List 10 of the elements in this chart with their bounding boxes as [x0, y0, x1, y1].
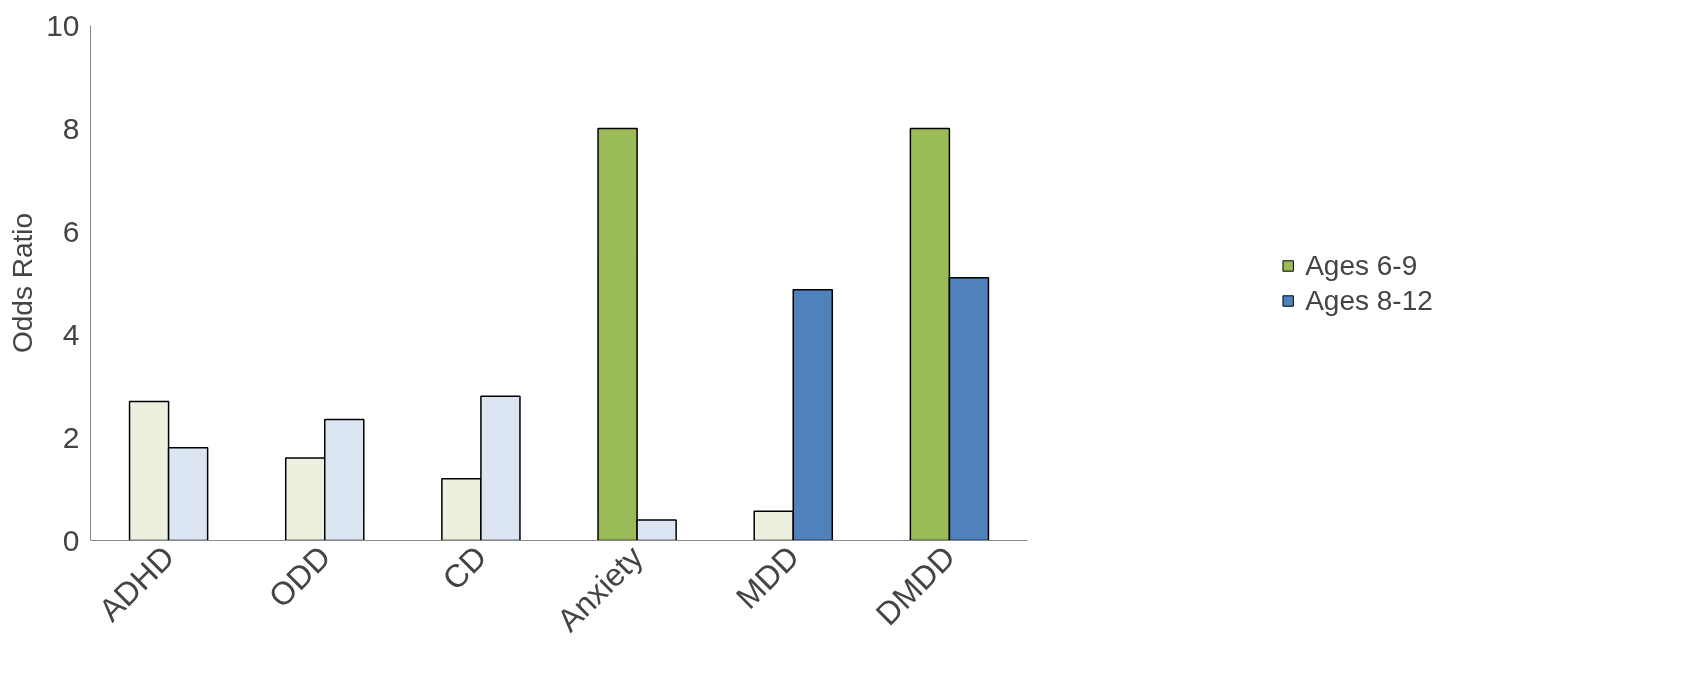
x-tick-label: CD [435, 538, 494, 597]
y-tick-label: 4 [62, 317, 80, 351]
y-tick-label: 8 [62, 111, 80, 145]
y-axis-title: Odds Ratio [7, 212, 39, 354]
legend-label: Ages 8-12 [1305, 284, 1433, 316]
y-tick-label: 0 [62, 523, 80, 557]
legend-label: Ages 6-9 [1305, 249, 1418, 281]
y-tick-label: 6 [62, 214, 80, 248]
y-tick-label: 2 [62, 420, 80, 454]
y-tick-label: 10 [46, 8, 80, 42]
